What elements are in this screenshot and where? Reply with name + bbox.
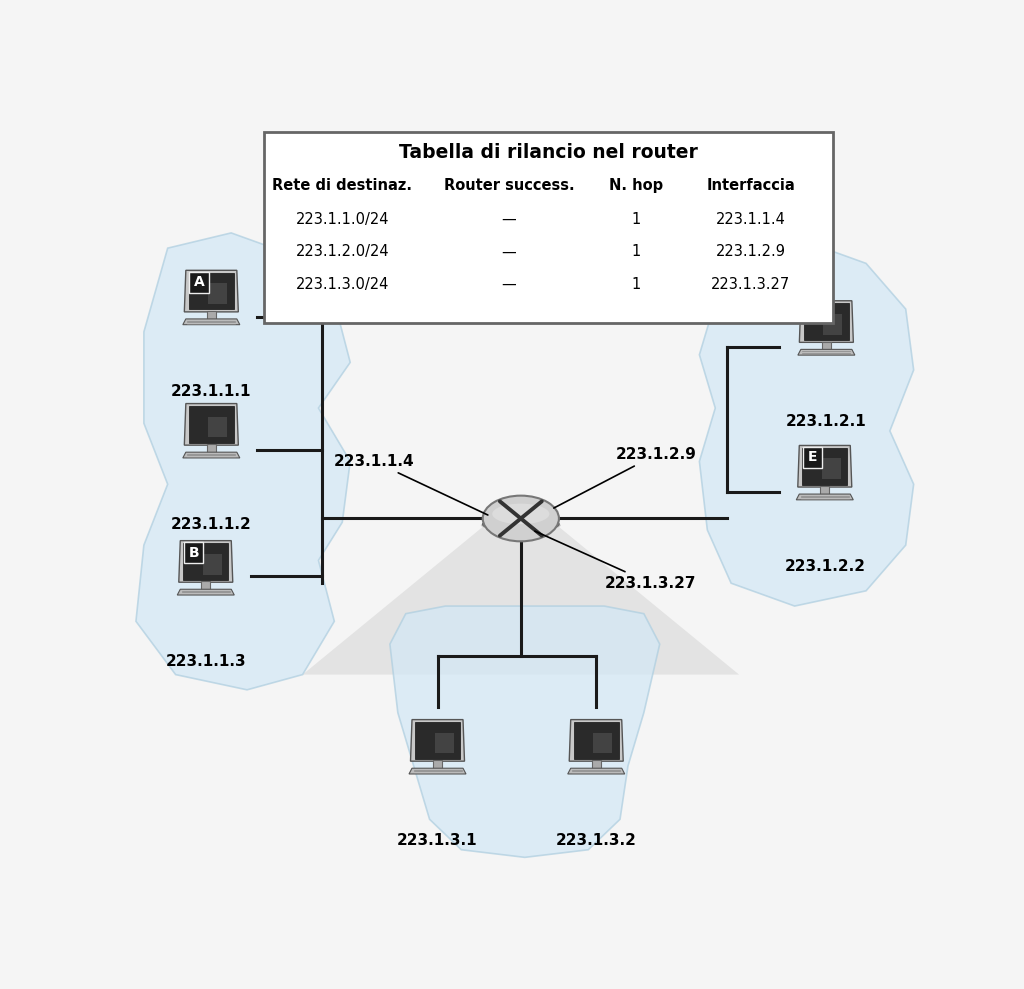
Polygon shape: [184, 404, 239, 445]
Text: Interfaccia: Interfaccia: [707, 178, 796, 193]
FancyBboxPatch shape: [573, 722, 618, 759]
FancyBboxPatch shape: [820, 487, 829, 494]
Text: 1: 1: [631, 212, 641, 226]
Polygon shape: [798, 349, 855, 355]
FancyBboxPatch shape: [592, 761, 601, 769]
Ellipse shape: [481, 519, 561, 531]
Text: —: —: [502, 277, 516, 292]
FancyBboxPatch shape: [822, 341, 830, 350]
FancyBboxPatch shape: [434, 733, 454, 754]
Text: 223.1.2.2: 223.1.2.2: [784, 559, 865, 574]
Ellipse shape: [482, 495, 559, 541]
FancyBboxPatch shape: [207, 444, 216, 453]
FancyBboxPatch shape: [208, 283, 227, 305]
Polygon shape: [177, 589, 234, 595]
Polygon shape: [797, 494, 853, 499]
FancyBboxPatch shape: [802, 448, 848, 485]
Text: 223.1.1.3: 223.1.1.3: [166, 654, 246, 669]
Text: A: A: [194, 275, 205, 290]
PathPatch shape: [390, 606, 659, 857]
Polygon shape: [409, 768, 466, 774]
Text: 1: 1: [631, 244, 641, 259]
FancyBboxPatch shape: [188, 406, 234, 443]
PathPatch shape: [699, 240, 913, 606]
FancyBboxPatch shape: [188, 273, 234, 310]
Text: 223.1.3.2: 223.1.3.2: [556, 833, 637, 848]
Text: Router success.: Router success.: [443, 178, 574, 193]
FancyBboxPatch shape: [202, 582, 210, 590]
Text: 223.1.3.0/24: 223.1.3.0/24: [296, 277, 389, 292]
FancyBboxPatch shape: [433, 761, 442, 769]
FancyBboxPatch shape: [264, 132, 833, 322]
Text: 223.1.2.1: 223.1.2.1: [786, 414, 866, 429]
Text: 223.1.3.27: 223.1.3.27: [712, 277, 791, 292]
Text: N. hop: N. hop: [609, 178, 663, 193]
Text: Tabella di rilancio nel router: Tabella di rilancio nel router: [399, 143, 698, 162]
FancyBboxPatch shape: [183, 543, 228, 580]
FancyBboxPatch shape: [804, 304, 849, 340]
Text: 223.1.2.9: 223.1.2.9: [716, 244, 786, 259]
Text: 223.1.1.2: 223.1.1.2: [171, 517, 252, 532]
Text: B: B: [188, 546, 199, 560]
Text: 223.1.3.27: 223.1.3.27: [535, 531, 696, 590]
Ellipse shape: [482, 517, 559, 531]
Ellipse shape: [493, 503, 550, 524]
Text: 223.1.2.0/24: 223.1.2.0/24: [296, 244, 389, 259]
Text: E: E: [808, 450, 817, 465]
Text: 223.1.2.9: 223.1.2.9: [554, 447, 697, 508]
Polygon shape: [184, 270, 239, 312]
Text: 223.1.1.4: 223.1.1.4: [334, 454, 487, 515]
Text: 223.1.1.0/24: 223.1.1.0/24: [296, 212, 389, 226]
Polygon shape: [567, 768, 625, 774]
FancyBboxPatch shape: [415, 722, 460, 759]
Text: Rete di destinaz.: Rete di destinaz.: [272, 178, 413, 193]
Polygon shape: [183, 318, 240, 324]
Polygon shape: [183, 452, 240, 458]
PathPatch shape: [136, 232, 350, 690]
FancyBboxPatch shape: [189, 272, 209, 293]
Text: 1: 1: [631, 277, 641, 292]
FancyBboxPatch shape: [822, 459, 841, 480]
Polygon shape: [798, 445, 852, 487]
Polygon shape: [411, 720, 465, 762]
Polygon shape: [800, 301, 853, 342]
Text: 223.1.3.1: 223.1.3.1: [397, 833, 478, 848]
Text: 223.1.1.4: 223.1.1.4: [716, 212, 785, 226]
FancyBboxPatch shape: [203, 554, 222, 575]
Polygon shape: [303, 495, 739, 674]
FancyBboxPatch shape: [593, 733, 612, 754]
FancyBboxPatch shape: [183, 542, 204, 563]
Polygon shape: [569, 720, 624, 762]
FancyBboxPatch shape: [823, 314, 843, 334]
Polygon shape: [179, 541, 232, 583]
FancyBboxPatch shape: [208, 416, 227, 437]
Text: —: —: [502, 244, 516, 259]
FancyBboxPatch shape: [803, 447, 822, 468]
Text: 223.1.1.1: 223.1.1.1: [171, 384, 252, 399]
Text: —: —: [502, 212, 516, 226]
FancyBboxPatch shape: [207, 312, 216, 319]
